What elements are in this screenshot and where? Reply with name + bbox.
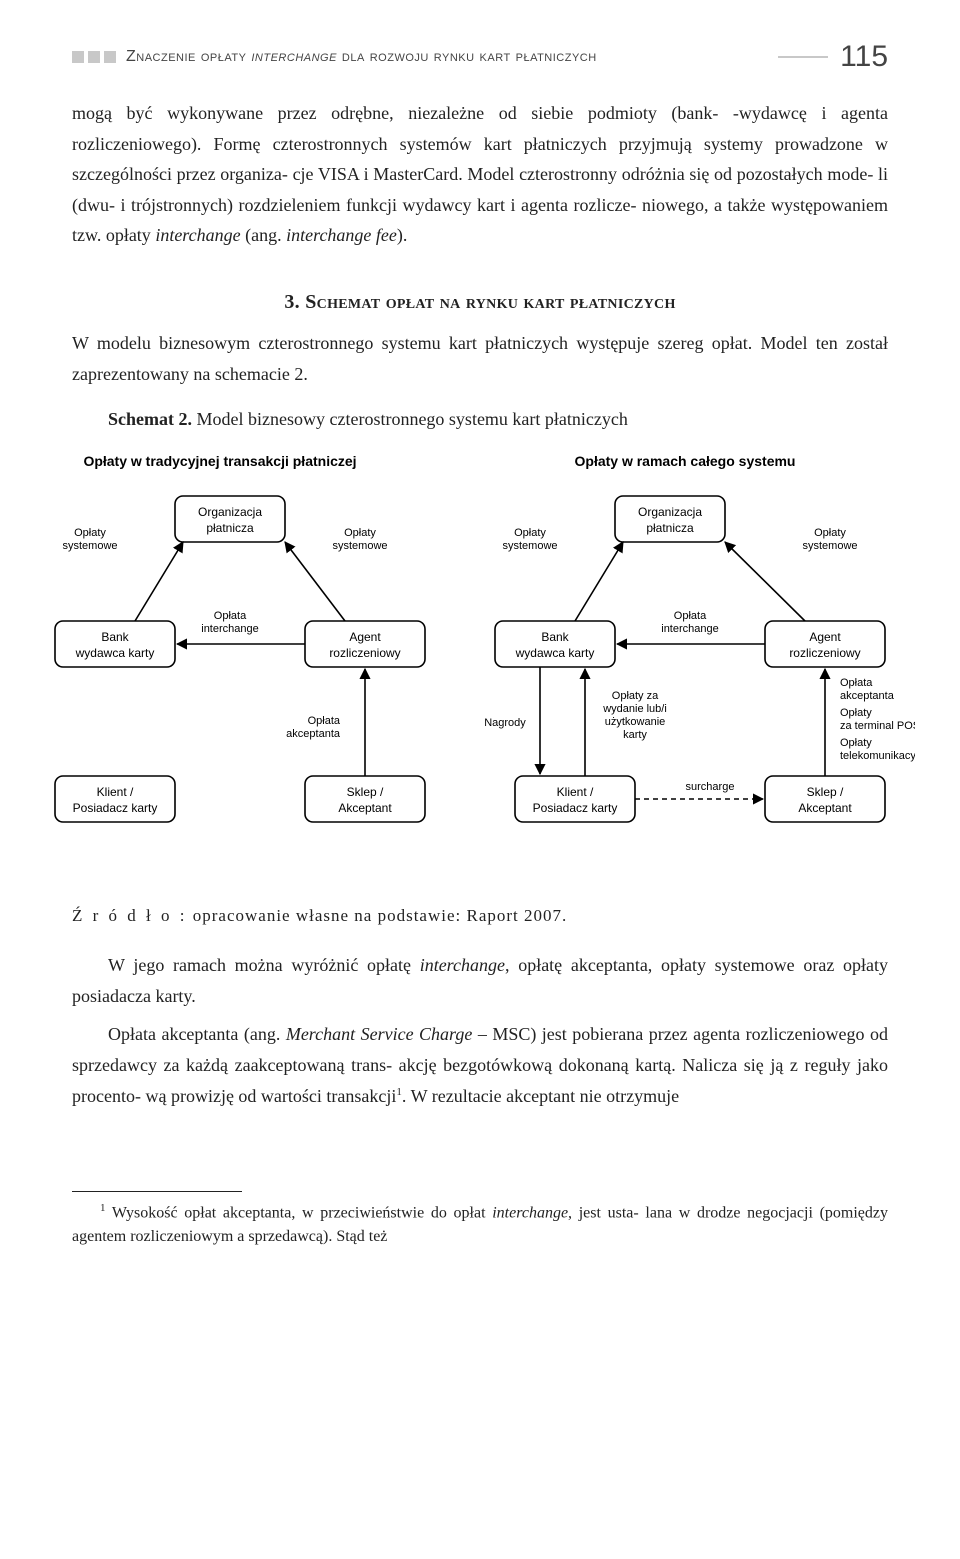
paragraph-2: W modelu biznesowym czterostronnego syst… bbox=[72, 328, 888, 389]
running-title-part1: Znaczenie opłaty bbox=[126, 48, 251, 65]
p1-e: ). bbox=[397, 225, 408, 245]
svg-text:Opłaty: Opłaty bbox=[514, 527, 546, 539]
footnote-1: 1 Wysokość opłat akceptanta, w przeciwie… bbox=[72, 1200, 888, 1249]
section-heading: 3. Schemat opłat na rynku kart płatniczy… bbox=[72, 291, 888, 314]
svg-text:wydanie lub/i: wydanie lub/i bbox=[602, 703, 667, 715]
svg-text:płatnicza: płatnicza bbox=[646, 521, 694, 535]
svg-text:Opłaty: Opłaty bbox=[840, 707, 872, 719]
svg-text:karty: karty bbox=[623, 729, 647, 741]
svg-text:Akceptant: Akceptant bbox=[798, 801, 852, 815]
svg-text:użytkowanie: użytkowanie bbox=[605, 716, 666, 728]
svg-text:wydawca karty: wydawca karty bbox=[75, 646, 155, 660]
svg-text:rozliczeniowy: rozliczeniowy bbox=[789, 646, 860, 660]
svg-text:za terminal POS: za terminal POS bbox=[840, 720, 915, 732]
footnote-separator bbox=[72, 1191, 242, 1192]
svg-text:surcharge: surcharge bbox=[686, 781, 735, 793]
page-number: 115 bbox=[840, 40, 888, 74]
svg-text:Bank: Bank bbox=[101, 630, 129, 644]
svg-text:akceptanta: akceptanta bbox=[286, 728, 341, 740]
svg-text:Organizacja: Organizacja bbox=[198, 505, 262, 519]
diagram-right-title: Opłaty w ramach całego systemu bbox=[575, 453, 796, 469]
svg-text:Agent: Agent bbox=[349, 630, 381, 644]
fn-b: interchange bbox=[492, 1204, 568, 1221]
p1-c: (ang. bbox=[241, 225, 286, 245]
source-line: Ź r ó d ł o : opracowanie własne na pods… bbox=[72, 906, 888, 926]
p3-a: W jego ramach można wyróżnić opłatę bbox=[108, 955, 420, 975]
paragraph-3: W jego ramach można wyróżnić opłatę inte… bbox=[72, 950, 888, 1011]
figure-caption: Schemat 2. Model biznesowy czterostronne… bbox=[72, 409, 888, 430]
diagram-left-title: Opłaty w tradycyjnej transakcji płatnicz… bbox=[83, 453, 356, 469]
header-rule bbox=[778, 56, 828, 58]
svg-text:Opłaty: Opłaty bbox=[814, 527, 846, 539]
svg-text:systemowe: systemowe bbox=[332, 540, 387, 552]
svg-text:Posiadacz karty: Posiadacz karty bbox=[73, 801, 158, 815]
source-label: Ź r ó d ł o : bbox=[72, 906, 188, 925]
svg-text:akceptanta: akceptanta bbox=[840, 690, 895, 702]
svg-text:Klient /: Klient / bbox=[97, 785, 134, 799]
svg-text:Opłaty: Opłaty bbox=[840, 737, 872, 749]
p1-ital1: interchange bbox=[155, 225, 240, 245]
p4-d: . W rezultacie akceptant nie otrzymuje bbox=[402, 1086, 679, 1106]
running-title-part2: dla rozwoju rynku kart płatniczych bbox=[337, 48, 597, 65]
svg-text:Opłata: Opłata bbox=[308, 715, 341, 727]
svg-text:systemowe: systemowe bbox=[62, 540, 117, 552]
header-decoration-squares bbox=[72, 51, 116, 63]
svg-text:rozliczeniowy: rozliczeniowy bbox=[329, 646, 400, 660]
svg-text:telekomunikacyjne: telekomunikacyjne bbox=[840, 750, 915, 762]
running-title-italic: interchange bbox=[251, 48, 337, 65]
svg-text:Opłata: Opłata bbox=[674, 610, 707, 622]
caption-text: Model biznesowy czterostronnego systemu … bbox=[192, 409, 628, 429]
paragraph-4: Opłata akceptanta (ang. Merchant Service… bbox=[72, 1019, 888, 1111]
svg-text:Opłaty: Opłaty bbox=[74, 527, 106, 539]
svg-text:Posiadacz karty: Posiadacz karty bbox=[533, 801, 618, 815]
p4-a: Opłata akceptanta (ang. bbox=[108, 1024, 286, 1044]
svg-text:systemowe: systemowe bbox=[802, 540, 857, 552]
p1-ital2: interchange fee bbox=[286, 225, 397, 245]
p4-b: Merchant Service Charge bbox=[286, 1024, 473, 1044]
svg-text:systemowe: systemowe bbox=[502, 540, 557, 552]
svg-text:Opłata: Opłata bbox=[214, 610, 247, 622]
svg-text:Agent: Agent bbox=[809, 630, 841, 644]
running-title: Znaczenie opłaty interchange dla rozwoju… bbox=[126, 48, 597, 66]
diagram-schemat-2: Opłaty w tradycyjnej transakcji płatnicz… bbox=[42, 446, 918, 876]
svg-text:Nagrody: Nagrody bbox=[484, 717, 526, 729]
svg-text:interchange: interchange bbox=[661, 623, 719, 635]
svg-text:płatnicza: płatnicza bbox=[206, 521, 254, 535]
fn-a: Wysokość opłat akceptanta, w przeciwieńs… bbox=[106, 1204, 493, 1221]
svg-text:Opłaty: Opłaty bbox=[344, 527, 376, 539]
source-text: opracowanie własne na podstawie: Raport … bbox=[188, 906, 568, 925]
svg-text:Klient /: Klient / bbox=[557, 785, 594, 799]
paragraph-1: mogą być wykonywane przez odrębne, nieza… bbox=[72, 98, 888, 251]
svg-text:Sklep /: Sklep / bbox=[347, 785, 384, 799]
running-header: Znaczenie opłaty interchange dla rozwoju… bbox=[72, 40, 888, 74]
svg-text:Akceptant: Akceptant bbox=[338, 801, 392, 815]
svg-text:Organizacja: Organizacja bbox=[638, 505, 702, 519]
svg-text:Opłata: Opłata bbox=[840, 677, 873, 689]
svg-text:Opłaty za: Opłaty za bbox=[612, 690, 659, 702]
svg-text:interchange: interchange bbox=[201, 623, 259, 635]
caption-label: Schemat 2. bbox=[108, 409, 192, 429]
svg-text:Bank: Bank bbox=[541, 630, 569, 644]
svg-text:wydawca karty: wydawca karty bbox=[515, 646, 595, 660]
p3-b: interchange bbox=[420, 955, 505, 975]
svg-text:Sklep /: Sklep / bbox=[807, 785, 844, 799]
